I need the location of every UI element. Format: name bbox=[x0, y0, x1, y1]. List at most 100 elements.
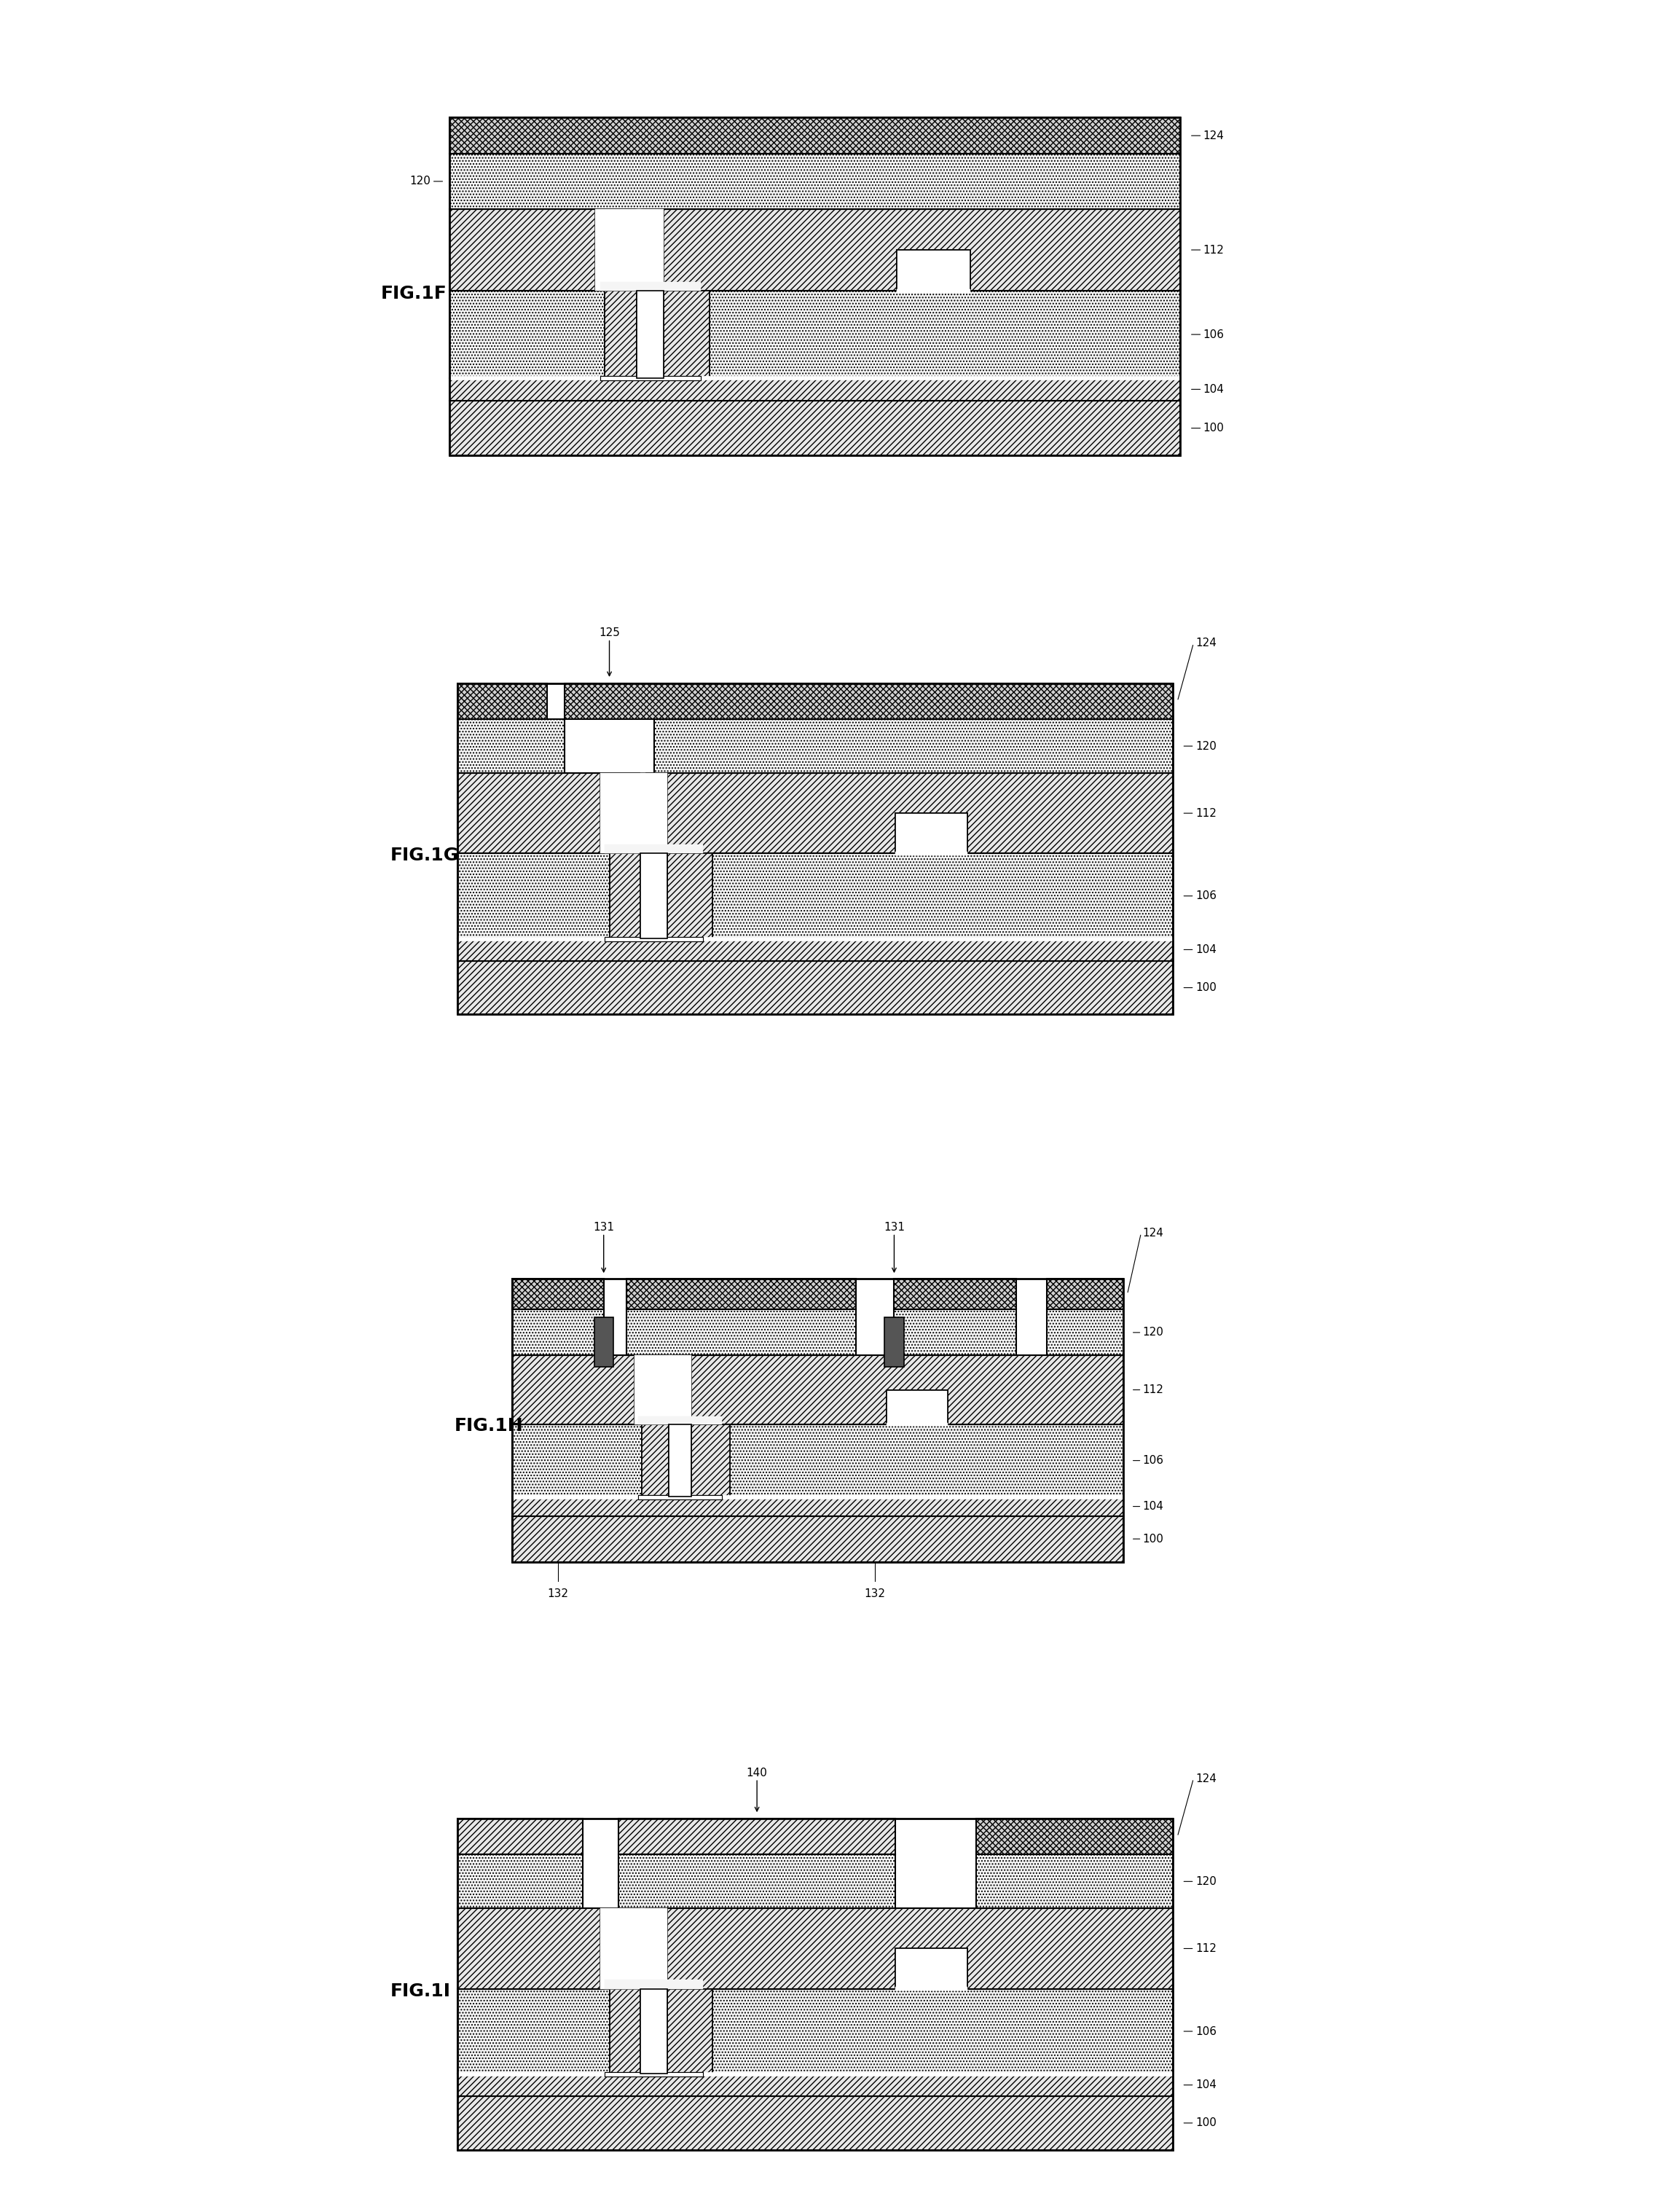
Bar bbox=[976, 1818, 1173, 1854]
Text: 112: 112 bbox=[1195, 807, 1216, 818]
Text: 104: 104 bbox=[1203, 385, 1225, 394]
Bar bbox=[456, 684, 546, 719]
Bar bbox=[896, 250, 970, 292]
Bar bbox=[641, 854, 668, 938]
Bar bbox=[456, 2073, 1173, 2075]
Bar bbox=[641, 772, 668, 854]
Bar bbox=[886, 1389, 948, 1425]
Bar bbox=[641, 1425, 668, 1498]
Text: FIG.1I: FIG.1I bbox=[390, 1982, 451, 2000]
Bar bbox=[610, 854, 641, 938]
Bar bbox=[886, 1422, 948, 1427]
Bar bbox=[450, 117, 1180, 456]
Bar bbox=[511, 1310, 603, 1356]
Bar bbox=[636, 292, 665, 378]
Bar bbox=[511, 1356, 1123, 1425]
Text: 100: 100 bbox=[1203, 422, 1225, 434]
Bar bbox=[636, 208, 665, 292]
Bar bbox=[595, 1316, 613, 1367]
Bar bbox=[450, 400, 1180, 456]
Bar bbox=[1046, 1279, 1123, 1310]
Bar bbox=[635, 1356, 673, 1425]
Bar bbox=[600, 376, 700, 380]
Bar bbox=[665, 292, 710, 378]
Bar bbox=[896, 1949, 968, 1989]
Bar bbox=[668, 1989, 713, 2075]
Bar bbox=[456, 1989, 1173, 2075]
Bar bbox=[895, 1279, 1016, 1310]
Bar bbox=[668, 1989, 713, 2075]
Bar bbox=[691, 1425, 730, 1498]
Bar bbox=[886, 1389, 948, 1425]
Bar bbox=[610, 1989, 641, 2075]
Bar bbox=[456, 1818, 1173, 2150]
Bar bbox=[668, 854, 713, 938]
Bar bbox=[896, 1986, 968, 1991]
Bar bbox=[896, 1949, 968, 1989]
Bar bbox=[450, 378, 1180, 400]
Bar bbox=[595, 208, 641, 292]
Bar bbox=[600, 281, 700, 292]
Bar bbox=[456, 2097, 1173, 2150]
Bar bbox=[665, 292, 710, 378]
Text: 140: 140 bbox=[746, 1767, 768, 1778]
Bar bbox=[605, 1980, 703, 1989]
Text: 112: 112 bbox=[1203, 246, 1225, 254]
Text: 120: 120 bbox=[1195, 741, 1216, 752]
Bar bbox=[450, 292, 1180, 378]
Bar bbox=[456, 719, 565, 772]
Text: 120: 120 bbox=[1195, 1876, 1216, 1887]
Bar bbox=[626, 1310, 856, 1356]
Bar bbox=[886, 1422, 948, 1427]
Bar bbox=[456, 936, 1173, 940]
Bar bbox=[896, 814, 968, 854]
Bar bbox=[668, 1425, 691, 1498]
Bar bbox=[511, 1279, 1123, 1562]
Bar bbox=[638, 1495, 721, 1500]
Bar bbox=[668, 1425, 691, 1498]
Bar bbox=[1046, 1310, 1123, 1356]
Bar bbox=[896, 290, 970, 292]
Bar bbox=[655, 719, 1173, 772]
Bar bbox=[456, 1854, 583, 1909]
Bar bbox=[896, 852, 968, 856]
Bar bbox=[450, 155, 1180, 208]
Bar bbox=[456, 1818, 583, 1854]
Bar bbox=[626, 1279, 856, 1310]
Bar bbox=[456, 2075, 1173, 2097]
Text: 112: 112 bbox=[1143, 1385, 1163, 1396]
Bar bbox=[605, 2073, 703, 2077]
Bar bbox=[896, 250, 970, 292]
Bar bbox=[565, 684, 1173, 719]
Text: 106: 106 bbox=[1203, 330, 1225, 341]
Text: 131: 131 bbox=[883, 1221, 905, 1232]
Bar bbox=[896, 814, 968, 854]
Text: 106: 106 bbox=[1195, 2026, 1216, 2037]
Bar bbox=[895, 1310, 1016, 1356]
Text: 104: 104 bbox=[1195, 945, 1216, 956]
Text: 132: 132 bbox=[546, 1588, 568, 1599]
Bar bbox=[610, 854, 641, 938]
Bar bbox=[456, 854, 1173, 938]
Text: 112: 112 bbox=[1195, 1942, 1216, 1953]
Bar bbox=[896, 1949, 968, 1989]
Text: 124: 124 bbox=[1195, 1774, 1216, 1785]
Text: 120: 120 bbox=[410, 177, 431, 186]
Bar bbox=[641, 854, 668, 938]
Text: 125: 125 bbox=[598, 628, 620, 639]
Bar bbox=[668, 1356, 691, 1425]
Bar bbox=[600, 1909, 645, 1989]
Text: 104: 104 bbox=[1195, 2079, 1216, 2090]
Bar bbox=[641, 1989, 668, 2075]
Bar bbox=[605, 936, 703, 940]
Bar bbox=[456, 684, 1173, 1015]
Bar bbox=[605, 845, 703, 854]
Bar bbox=[511, 1495, 1123, 1498]
Text: 100: 100 bbox=[1143, 1533, 1163, 1544]
Bar bbox=[896, 814, 968, 854]
Bar bbox=[638, 1416, 721, 1425]
Bar bbox=[896, 290, 970, 292]
Text: 124: 124 bbox=[1203, 131, 1225, 142]
Bar bbox=[511, 1515, 1123, 1562]
Bar bbox=[638, 1495, 721, 1500]
